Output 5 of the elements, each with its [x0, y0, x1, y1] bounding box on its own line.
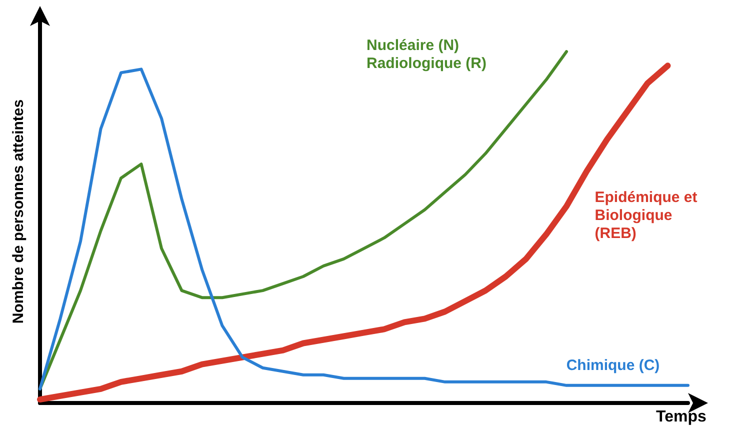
text: Nucléaire (N) Radiologique (R) [366, 37, 486, 72]
x-axis-title: Temps [656, 408, 706, 426]
y-axis-title: Nombre de personnes atteintes [10, 99, 27, 324]
series-label: Epidémique et Biologique (REB) [594, 189, 698, 242]
series-label: Chimique (C) [566, 356, 660, 374]
